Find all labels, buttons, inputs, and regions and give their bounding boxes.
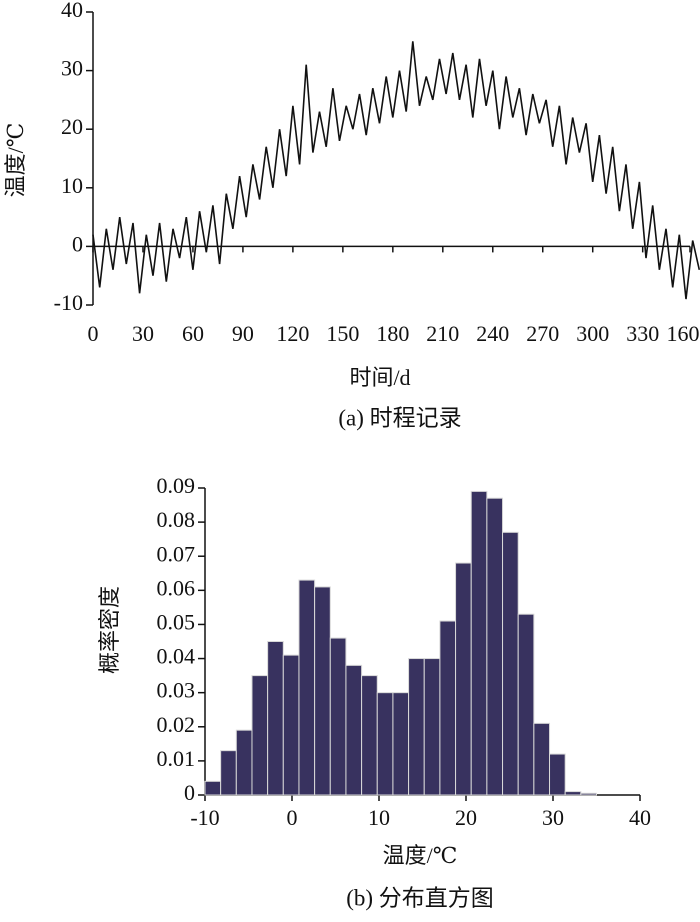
x-tick-label: 160: [667, 321, 700, 346]
x-tick-label: 60: [182, 321, 204, 346]
y-tick-label: 30: [61, 56, 83, 81]
bar: [376, 692, 394, 796]
y-tick-label: 0.02: [157, 712, 196, 737]
y-tick-label: 0.08: [157, 507, 196, 532]
x-tick-label: 0: [287, 805, 298, 830]
y-tick-label: 0.09: [157, 473, 196, 498]
bar: [282, 654, 300, 796]
bar: [564, 791, 582, 796]
x-tick-label: -10: [190, 805, 219, 830]
bar: [580, 792, 598, 796]
bar: [345, 664, 363, 796]
bar: [423, 658, 441, 796]
bar: [502, 531, 519, 796]
x-tick-label: 330: [626, 321, 659, 346]
caption: (b) 分布直方图: [346, 885, 494, 910]
line: [92, 41, 700, 300]
bar: [517, 613, 535, 796]
y-tick-label: 0.06: [157, 575, 196, 600]
x-tick-label: 270: [526, 321, 559, 346]
bar: [549, 753, 566, 796]
y-tick-label: 0.01: [157, 746, 196, 771]
y-axis-label: 概率密度: [97, 586, 122, 674]
bar: [267, 641, 284, 796]
bar: [298, 579, 316, 796]
y-tick-label: 0: [72, 231, 83, 256]
bar: [533, 722, 551, 796]
bar: [235, 729, 253, 796]
x-tick-label: 10: [368, 805, 390, 830]
x-tick-label: 150: [326, 321, 359, 346]
x-tick-label: 30: [132, 321, 154, 346]
y-tick-label: 40: [61, 0, 83, 22]
bar: [251, 675, 269, 796]
x-axis-label: 温度/℃: [383, 843, 458, 868]
bar: [439, 620, 457, 796]
x-axis-label: 时间/d: [349, 365, 410, 390]
x-tick-label: 0: [88, 321, 99, 346]
x-tick-label: 20: [455, 805, 477, 830]
x-tick-label: 40: [629, 805, 651, 830]
bar: [392, 692, 410, 796]
bar: [220, 750, 237, 796]
bar: [329, 637, 347, 796]
x-tick-label: 120: [276, 321, 309, 346]
y-tick-label: 10: [61, 173, 83, 198]
y-tick-label: 20: [61, 114, 83, 139]
x-tick-label: 30: [542, 805, 564, 830]
bar: [204, 780, 222, 796]
y-tick-label: 0: [184, 780, 195, 805]
y-axis-label: 温度/℃: [3, 123, 28, 198]
bar: [408, 658, 425, 796]
bar: [486, 497, 504, 796]
bar: [455, 562, 472, 796]
y-tick-label: -10: [54, 290, 83, 315]
caption: (a) 时程记录: [338, 405, 461, 430]
bar: [470, 490, 488, 796]
x-tick-label: 240: [476, 321, 509, 346]
y-tick-label: 0.07: [157, 541, 196, 566]
bar: [361, 675, 378, 796]
x-tick-label: 90: [232, 321, 254, 346]
x-tick-label: 210: [426, 321, 459, 346]
y-tick-label: 0.03: [157, 678, 196, 703]
x-tick-label: 300: [576, 321, 609, 346]
x-tick-label: 180: [376, 321, 409, 346]
y-tick-label: 0.04: [157, 644, 196, 669]
y-tick-label: 0.05: [157, 609, 196, 634]
bar: [314, 586, 331, 796]
